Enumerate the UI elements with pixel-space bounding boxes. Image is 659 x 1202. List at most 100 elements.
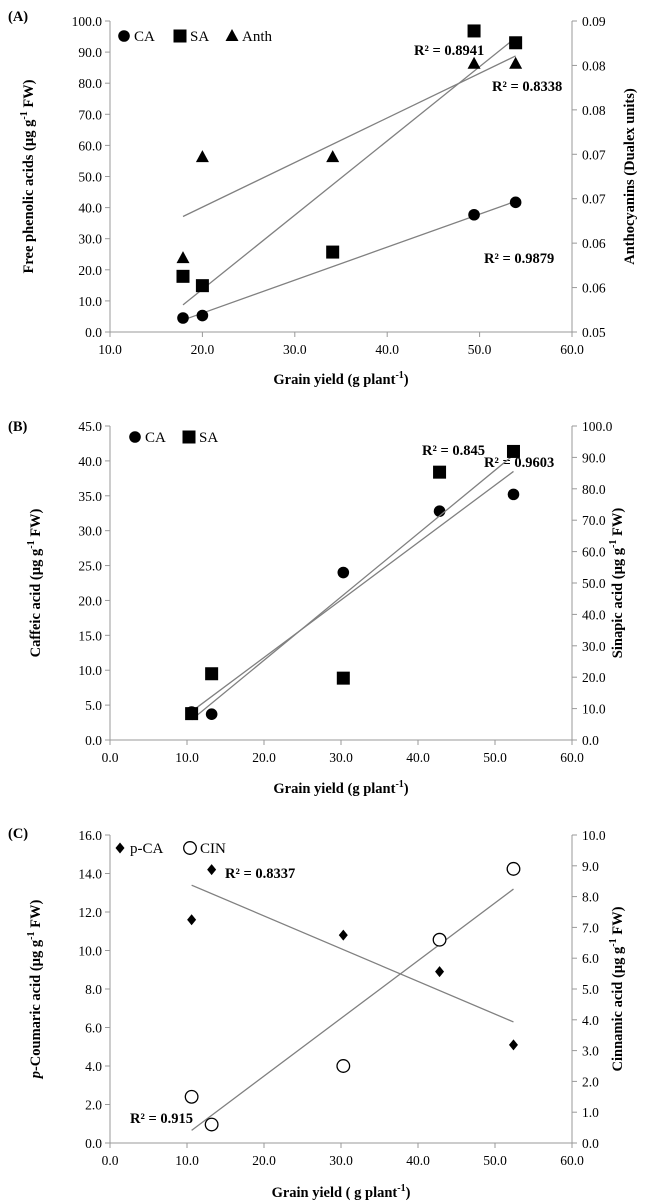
y2-tick-label: 0.05 [582,325,606,340]
y2-tick-label: 0.06 [582,281,606,296]
panel-c: (C) 0.0 10.0 20.0 30.0 40.0 50.0 60.0 0.0 2.0 4.0 6… [8,826,626,1201]
trendline-cin [191,888,514,1131]
r-squared-label: R² = 0.9603 [484,455,554,471]
data-point-anth [326,150,340,163]
r-squared-label: R² = 0.845 [422,443,485,459]
trendline-ca [182,200,516,321]
data-point-anth [176,251,190,264]
data-point-ca [337,566,350,579]
data-point-anth [467,56,481,69]
y-tick-label: 6.0 [85,1021,102,1036]
legend-label: SA [199,430,218,446]
x-tick-label: 50.0 [483,1153,507,1168]
data-point-anth [195,150,209,163]
data-point-ca [468,208,480,221]
x-axis-title-sup: -1 [395,370,403,381]
x-axis-title-end: ) [404,781,409,797]
y-tick-label: 100.0 [72,14,103,29]
y-tick-label: 45.0 [78,419,102,434]
x-tick-label: 30.0 [283,342,307,357]
y-tick-label: 40.0 [78,454,102,469]
y2-axis-title-sup: -1 [608,540,619,548]
data-point-sa [433,465,447,479]
y-axis-title-text: -Coumaric acid (µg g [28,939,44,1071]
data-point-p-ca [508,1039,518,1051]
legend-marker-cin [183,841,197,855]
legend-marker-sa [173,29,187,43]
y-tick-label: 35.0 [78,489,102,504]
x-tick-label: 40.0 [406,750,430,765]
y-tick-label: 5.0 [85,698,102,713]
data-point-ca [205,708,218,720]
legend-marker-ca [118,30,130,42]
y-axis-title-end: FW) [28,508,44,540]
y2-tick-label: 60.0 [582,545,606,560]
y-tick-label: 30.0 [78,524,102,539]
data-point-p-ca [435,966,445,978]
y-axis-title: p-Coumaric acid (µg g-1 FW) [26,900,44,1081]
y-tick-label: 15.0 [78,628,102,643]
data-point-sa [467,24,481,38]
x-axis-title-sup: -1 [397,1183,405,1194]
x-axis-title: Grain yield (g plant-1) [273,370,408,388]
r-squared-label: R² = 0.915 [130,1111,193,1127]
y2-tick-label: 100.0 [582,419,613,434]
y2-tick-label: 8.0 [582,890,599,905]
data-point-cin [184,1089,199,1104]
data-point-sa [506,444,520,458]
legend-label: Anth [242,29,273,45]
data-point-ca [507,488,520,501]
y-tick-label: 40.0 [78,201,102,216]
y-tick-label: 0.0 [85,1136,102,1151]
x-axis-title-text: Grain yield ( g plant [272,1185,398,1201]
legend-label: p-CA [130,841,164,857]
y2-axis-title-sup: -1 [608,938,619,946]
legend-label: CA [134,29,155,45]
y-tick-label: 14.0 [78,867,102,882]
trendline-sa [182,37,517,306]
data-point-sa [176,269,190,283]
y2-tick-label: 7.0 [582,920,599,935]
x-tick-label: 60.0 [560,342,584,357]
y-axis-title: Free phenolic acids (µg g-1 FW) [19,79,37,273]
x-axis-title: Grain yield (g plant-1) [273,779,408,797]
y2-tick-label: 80.0 [582,482,606,497]
legend-marker-sa [182,430,196,444]
data-point-cin [432,932,447,947]
x-tick-label: 20.0 [252,750,276,765]
y2-tick-label: 2.0 [582,1074,599,1089]
legend-marker-ca [129,431,141,443]
trendline-ca [191,470,514,712]
y2-tick-label: 0.08 [582,103,606,118]
y-tick-label: 16.0 [78,828,102,843]
x-tick-label: 20.0 [252,1153,276,1168]
y-axis-title-sup: -1 [19,111,30,119]
y2-tick-label: 0.0 [582,1136,599,1151]
x-tick-label: 40.0 [406,1153,430,1168]
y-tick-label: 0.0 [85,733,102,748]
y-tick-label: 0.0 [85,325,102,340]
data-point-cin [506,861,521,876]
data-point-sa [509,36,523,50]
data-point-sa [185,707,199,721]
y2-tick-label: 0.07 [582,147,606,162]
data-point-p-ca [207,864,217,876]
y2-tick-label: 6.0 [582,951,599,966]
data-point-sa [326,245,340,259]
x-axis-title-sup: -1 [395,779,403,790]
r-squared-label: R² = 0.8337 [225,866,295,882]
y2-tick-label: 3.0 [582,1044,599,1059]
y2-axis-title: Anthocyanins (Dualex units) [622,88,638,265]
y2-tick-label: 1.0 [582,1105,599,1120]
data-point-p-ca [187,914,197,926]
y-tick-label: 30.0 [78,232,102,247]
x-tick-label: 10.0 [175,750,199,765]
data-point-anth [509,56,523,69]
panel-label: (A) [8,9,28,25]
y2-tick-label: 10.0 [582,702,606,717]
y-tick-label: 50.0 [78,170,102,185]
data-point-ca [509,196,522,209]
x-tick-label: 0.0 [102,1153,119,1168]
x-axis-title-end: ) [404,372,409,388]
